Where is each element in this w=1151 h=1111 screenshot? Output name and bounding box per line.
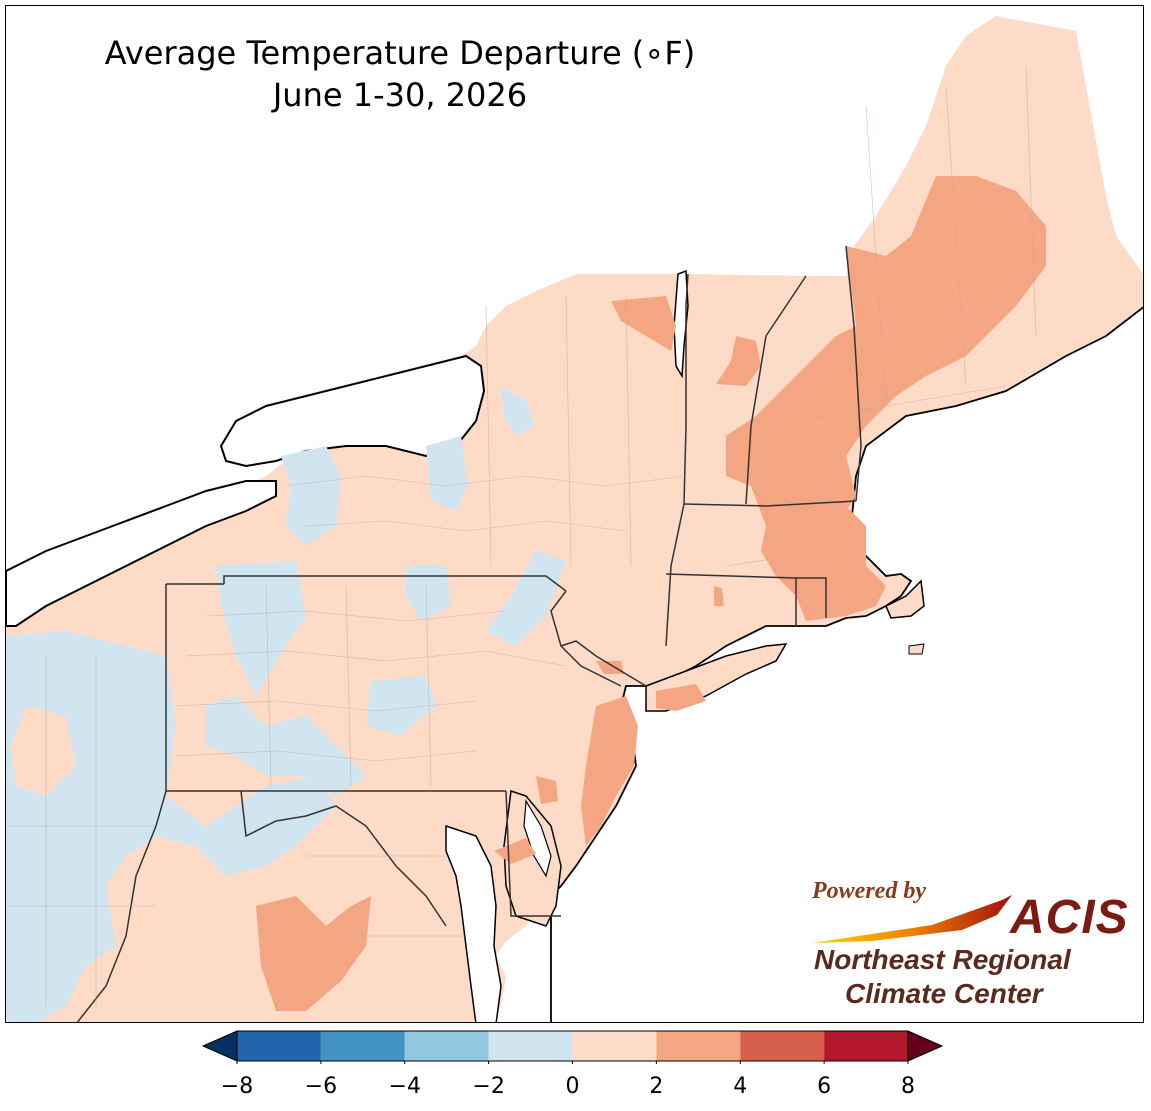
colorbar-under-arrow bbox=[201, 1030, 238, 1062]
atlantic-ocean bbox=[550, 306, 1143, 1022]
colorbar-tick-label: 6 bbox=[817, 1074, 832, 1099]
colorbar-bin bbox=[237, 1031, 321, 1061]
cool-patch-pa-west bbox=[6, 631, 336, 1022]
lake-ontario bbox=[219, 354, 486, 468]
colorbar-bin bbox=[824, 1031, 908, 1061]
acis-swoosh-logo bbox=[812, 895, 1012, 943]
nantucket bbox=[908, 643, 925, 655]
warm-patch-maine bbox=[726, 176, 1046, 526]
cool-patch-finger-lakes bbox=[426, 436, 468, 511]
cape-cod bbox=[885, 579, 925, 619]
cool-patch-pa-central bbox=[406, 566, 451, 621]
colorbar-bin bbox=[656, 1031, 741, 1061]
powered-by-label: Powered by bbox=[812, 878, 926, 904]
warm-patch-ny-north bbox=[611, 296, 676, 351]
warm-island-west bbox=[11, 706, 76, 796]
map-frame bbox=[5, 5, 1144, 1023]
cool-patch-pa-southwest bbox=[206, 696, 366, 796]
colorbar-tick-label: 2 bbox=[649, 1074, 664, 1099]
colorbar-tick-label: −8 bbox=[220, 1074, 254, 1099]
colorbar-tick-label: 8 bbox=[901, 1074, 915, 1099]
cool-patch-pa-north bbox=[216, 561, 306, 696]
warm-patch-md bbox=[494, 838, 536, 864]
warm-patch-de bbox=[536, 776, 558, 804]
colorbar-legend bbox=[201, 1030, 944, 1064]
colorbar-bin bbox=[320, 1031, 405, 1061]
cool-patch-ny-central bbox=[501, 386, 534, 436]
warm-patch-li bbox=[656, 684, 706, 711]
colorbar-bin bbox=[488, 1031, 573, 1061]
delaware-bay bbox=[523, 799, 552, 878]
colorbar-over-arrow bbox=[907, 1030, 944, 1062]
colorbar-bin bbox=[740, 1031, 825, 1061]
colorbar-tick-label: 0 bbox=[565, 1074, 580, 1099]
acis-logo-text: ACIS bbox=[1010, 891, 1129, 944]
county-lines bbox=[6, 65, 1037, 1006]
colorbar-bin bbox=[404, 1031, 489, 1061]
colorbar-tick-label: −6 bbox=[304, 1074, 338, 1099]
warm-patch-ct bbox=[714, 586, 724, 606]
colorbar-bin bbox=[572, 1031, 657, 1061]
warm-patch-va bbox=[256, 896, 371, 1011]
warm-patch-vt bbox=[716, 336, 761, 386]
org-name-line1: Northeast Regional bbox=[814, 944, 1071, 975]
lake-erie bbox=[6, 480, 277, 627]
cool-patch-west-ny bbox=[281, 446, 341, 546]
warm-patch-mass bbox=[761, 506, 886, 621]
map-date-range: June 1-30, 2026 bbox=[272, 76, 528, 114]
temperature-departure-map bbox=[6, 16, 1143, 1022]
org-name-line2: Climate Center bbox=[845, 978, 1043, 1009]
colorbar-tick-label: 4 bbox=[733, 1074, 748, 1099]
warm-patch-nj-north bbox=[596, 661, 624, 674]
cool-patch-pa-ne bbox=[486, 551, 566, 646]
warm-patch-nj bbox=[581, 696, 638, 846]
map-title: Average Temperature Departure (∘F) bbox=[104, 34, 696, 72]
colorbar-tick-label: −2 bbox=[472, 1074, 505, 1099]
cool-patch-pa-east bbox=[366, 676, 436, 736]
colorbar-tick-label: −4 bbox=[388, 1074, 421, 1099]
chesapeake-bay bbox=[445, 824, 502, 1022]
